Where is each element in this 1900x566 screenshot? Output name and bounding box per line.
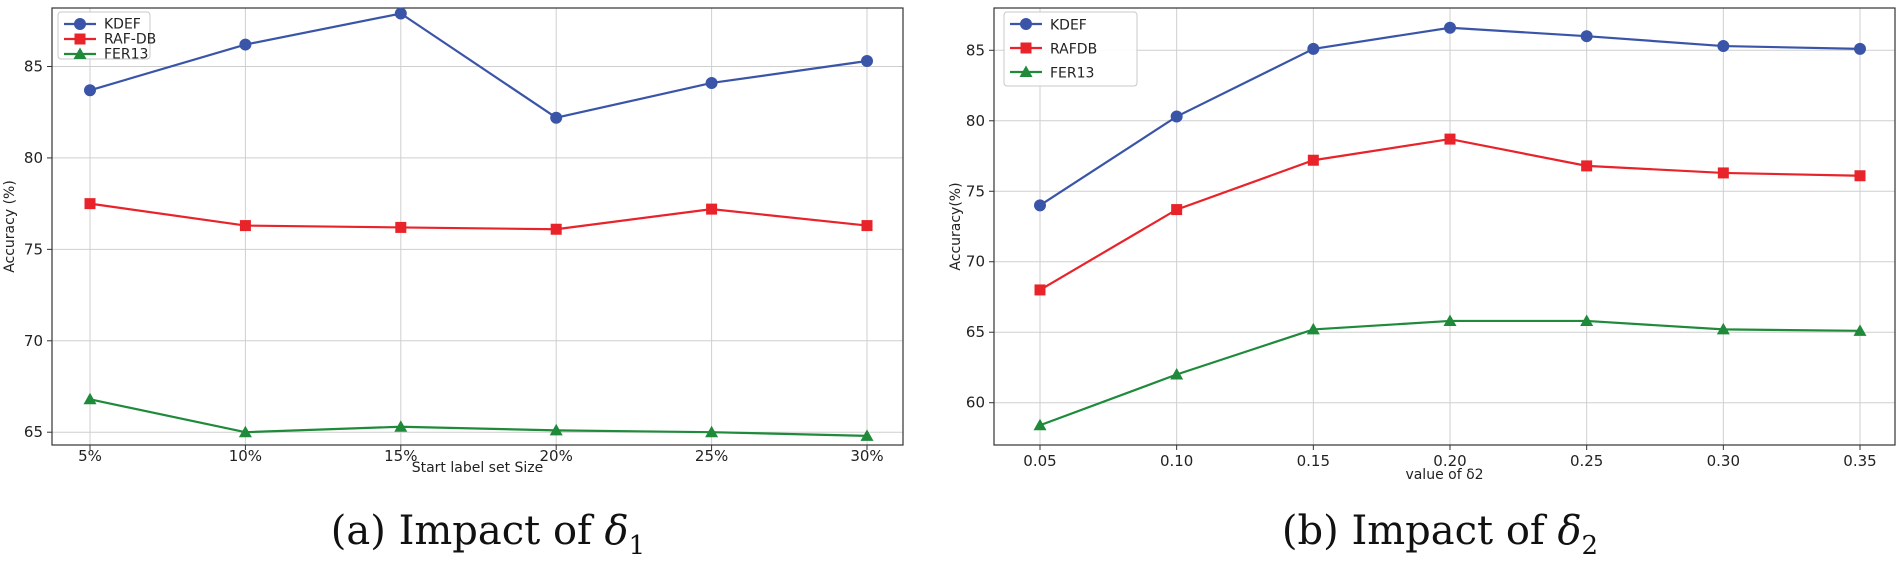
- series-fer13-a: [83, 392, 874, 441]
- x-axis-label-a: Start label set Size: [412, 460, 544, 476]
- x-axis-label-b: value of δ2: [1405, 467, 1483, 483]
- plot-frame-b: [993, 7, 1896, 446]
- point-fer13-0-35: [1853, 324, 1867, 336]
- point-fer13-10: [238, 425, 252, 438]
- point-raf-db-25: [706, 203, 718, 215]
- point-rafdb-0-30: [1717, 167, 1729, 179]
- point-kdef-30: [861, 55, 873, 68]
- x-tick-label-0-25: 0.25: [1570, 452, 1603, 470]
- legend-label-kdef: KDEF: [104, 16, 141, 32]
- y-tick-label-85: 85: [966, 41, 985, 59]
- x-tick-label-30: 30%: [850, 447, 883, 465]
- point-kdef-15: [394, 7, 407, 20]
- point-rafdb-0-25: [1581, 160, 1593, 172]
- point-kdef-0-30: [1717, 40, 1730, 53]
- x-tick-label-25: 25%: [695, 447, 728, 465]
- x-tick-label-0-15: 0.15: [1297, 452, 1330, 470]
- point-rafdb-0-35: [1854, 170, 1866, 182]
- line-raf-db-a: [89, 202, 868, 231]
- point-kdef-25: [705, 76, 718, 89]
- point-kdef-10: [239, 38, 252, 51]
- point-raf-db-5: [84, 198, 96, 210]
- point-kdef-0-25: [1580, 30, 1593, 43]
- y-tick-label-80: 80: [24, 149, 43, 167]
- point-kdef-0-20: [1444, 21, 1456, 34]
- point-kdef-5: [84, 84, 96, 97]
- point-fer13-0-05: [1033, 418, 1047, 431]
- point-rafdb-0-05: [1034, 284, 1046, 296]
- x-tick-label-0-05: 0.05: [1023, 452, 1056, 470]
- legend-label-rafdb: RAFDB: [1050, 41, 1097, 57]
- point-fer13-15: [394, 420, 408, 432]
- x-tick-label-0-20: 0.20: [1433, 452, 1466, 470]
- series-kdef-a: [84, 7, 873, 124]
- point-fer13-0-30: [1716, 322, 1730, 335]
- plot-frame-a: [51, 7, 904, 446]
- series-raf-db-a: [84, 198, 873, 235]
- legend-label-kdef: KDEF: [1050, 17, 1087, 33]
- y-tick-label-60: 60: [966, 394, 985, 412]
- point-rafdb-0-15: [1307, 154, 1319, 166]
- point-kdef-0-05: [1034, 199, 1046, 212]
- series-rafdb-b: [1034, 133, 1866, 296]
- y-axis-label-a: Accuracy (%): [2, 180, 18, 273]
- caption-a: (a) Impact of δ1: [331, 508, 645, 561]
- series-fer13-b: [1033, 314, 1867, 431]
- y-axis-label-b: Accuracy(%): [948, 182, 964, 270]
- x-tick-label-15: 15%: [384, 447, 417, 465]
- legend-marker-fer13: [73, 47, 87, 59]
- point-fer13-5: [83, 392, 97, 405]
- line-fer13-a: [89, 398, 868, 437]
- point-raf-db-15: [395, 221, 407, 233]
- y-tick-label-70: 70: [966, 253, 985, 271]
- point-raf-db-20: [550, 223, 562, 235]
- point-fer13-0-10: [1170, 368, 1184, 380]
- y-tick-label-75: 75: [966, 182, 985, 200]
- x-tick-label-0-10: 0.10: [1160, 452, 1193, 470]
- y-tick-label-75: 75: [24, 240, 43, 258]
- point-kdef-0-10: [1170, 110, 1183, 123]
- x-tick-label-0-35: 0.35: [1843, 452, 1876, 470]
- legend-marker-kdef: [1020, 18, 1032, 30]
- legend-marker-rafdb: [1020, 42, 1032, 54]
- legend-box-b: [1003, 11, 1138, 87]
- legend-marker-raf-db: [74, 33, 86, 45]
- y-tick-label-80: 80: [966, 112, 985, 130]
- legend-label-fer13: FER13: [104, 46, 148, 62]
- point-kdef-0-15: [1307, 42, 1320, 55]
- point-fer13-30: [860, 429, 874, 441]
- x-tick-label-0-30: 0.30: [1707, 452, 1740, 470]
- y-tick-label-85: 85: [24, 58, 43, 76]
- point-fer13-0-25: [1580, 314, 1594, 326]
- point-rafdb-0-20: [1444, 133, 1456, 145]
- legend-b: KDEF RAFDB FER13: [1003, 11, 1138, 87]
- point-rafdb-0-10: [1171, 204, 1183, 216]
- x-tick-label-5: 5%: [78, 447, 102, 465]
- chart-b: 60 65 70 75 80 85 0.05 0.10 0.15 0.20 0.25 0.30 0.35…: [948, 7, 1896, 561]
- series-kdef-b: [1034, 21, 1866, 212]
- x-tick-label-20: 20%: [540, 447, 573, 465]
- point-fer13-25: [705, 425, 719, 438]
- y-tick-label-70: 70: [24, 332, 43, 350]
- point-fer13-0-20: [1443, 314, 1457, 326]
- point-fer13-0-15: [1306, 322, 1320, 335]
- legend-marker-kdef: [74, 18, 86, 30]
- legend-label-fer13: FER13: [1050, 65, 1094, 81]
- point-kdef-0-35: [1854, 42, 1866, 55]
- line-kdef-a: [89, 12, 868, 119]
- point-raf-db-10: [239, 220, 251, 232]
- y-tick-label-65: 65: [966, 323, 985, 341]
- x-tick-label-10: 10%: [229, 447, 262, 465]
- y-tick-label-65: 65: [24, 423, 43, 441]
- point-fer13-20: [549, 423, 563, 436]
- point-kdef-20: [550, 111, 563, 124]
- point-raf-db-30: [861, 220, 873, 232]
- legend-marker-fer13: [1019, 65, 1033, 77]
- chart-a: 65 70 75 80 85 5% 10% 15% 20% 25% 30% Start label s…: [2, 7, 904, 561]
- caption-b: (b) Impact of δ2: [1282, 508, 1598, 561]
- legend-label-raf-db: RAF-DB: [104, 31, 156, 47]
